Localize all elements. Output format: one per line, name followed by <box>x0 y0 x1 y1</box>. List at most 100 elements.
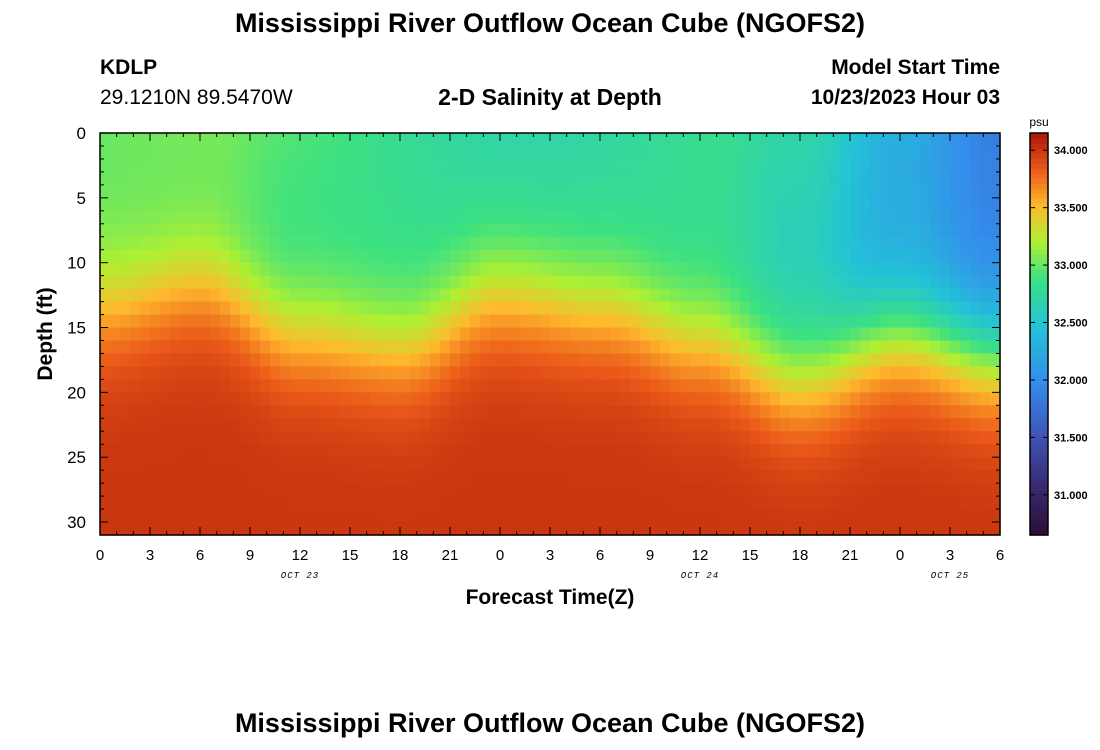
heat-cell <box>660 145 671 160</box>
colorbar-band <box>1030 374 1048 380</box>
heat-cell <box>150 353 161 368</box>
heat-cell <box>190 197 201 212</box>
heat-cell <box>970 470 981 484</box>
heat-cell <box>210 431 221 445</box>
heat-cell <box>270 496 281 510</box>
heat-cell <box>630 457 641 471</box>
heat-cell <box>670 483 681 497</box>
heat-cell <box>160 275 171 290</box>
heat-cell <box>180 522 191 536</box>
heat-cell <box>730 184 741 199</box>
heat-cell <box>860 353 871 368</box>
heat-cell <box>170 418 181 432</box>
heat-cell <box>470 431 481 445</box>
heat-cell <box>970 509 981 523</box>
heat-cell <box>990 457 1001 471</box>
heat-cell <box>690 522 701 536</box>
heat-cell <box>470 470 481 484</box>
heat-cell <box>880 340 891 355</box>
heat-cell <box>860 327 871 342</box>
heat-cell <box>800 236 811 251</box>
heat-cell <box>890 353 901 368</box>
heat-cell <box>190 158 201 173</box>
heat-cell <box>270 262 281 277</box>
heat-cell <box>270 275 281 290</box>
heat-cell <box>910 470 921 484</box>
heat-cell <box>170 457 181 471</box>
heat-cell <box>750 275 761 290</box>
heat-cell <box>540 379 551 393</box>
heat-cell <box>290 431 301 445</box>
heat-cell <box>900 184 911 199</box>
heat-cell <box>820 275 831 290</box>
heat-cell <box>390 340 401 355</box>
heat-cell <box>740 509 751 523</box>
heat-cell <box>680 133 691 147</box>
heat-cell <box>780 340 791 355</box>
heat-cell <box>360 197 371 212</box>
heat-cell <box>760 522 771 536</box>
heat-cell <box>630 197 641 212</box>
heat-cell <box>710 158 721 173</box>
heat-cell <box>580 314 591 329</box>
heat-cell <box>950 249 961 264</box>
heat-cell <box>270 522 281 536</box>
heat-cell <box>210 405 221 419</box>
heat-cell <box>290 405 301 419</box>
colorbar-band <box>1030 278 1048 285</box>
heat-cell <box>730 457 741 471</box>
heat-cell <box>900 483 911 497</box>
heat-cell <box>710 145 721 160</box>
heat-cell <box>930 366 941 380</box>
heat-cell <box>430 522 441 536</box>
heat-cell <box>650 444 661 458</box>
heat-cell <box>920 340 931 355</box>
heat-cell <box>980 496 991 510</box>
heat-cell <box>760 353 771 368</box>
heat-cell <box>730 249 741 264</box>
heat-cell <box>890 314 901 329</box>
heat-cell <box>400 470 411 484</box>
heat-cell <box>770 158 781 173</box>
heat-cell <box>730 509 741 523</box>
colorbar-band <box>1030 168 1048 174</box>
x-tick-label: 12 <box>692 547 709 564</box>
heat-cell <box>160 223 171 238</box>
heat-cell <box>340 327 351 342</box>
heat-cell <box>310 275 321 290</box>
heat-cell <box>370 379 381 393</box>
heat-cell <box>560 275 571 290</box>
heat-cell <box>740 314 751 329</box>
heat-cell <box>510 171 521 186</box>
heat-cell <box>390 197 401 212</box>
heat-cell <box>370 262 381 277</box>
heat-cell <box>470 405 481 419</box>
heat-cell <box>410 522 421 536</box>
heat-cell <box>620 184 631 199</box>
heat-cell <box>680 405 691 419</box>
heat-cell <box>300 158 311 173</box>
heat-cell <box>890 301 901 316</box>
heat-cell <box>260 184 271 199</box>
heat-cell <box>260 431 271 445</box>
heat-cell <box>230 133 241 147</box>
heat-cell <box>560 145 571 160</box>
heat-cell <box>200 470 211 484</box>
heat-cell <box>970 366 981 380</box>
heat-cell <box>490 483 501 497</box>
heat-cell <box>820 171 831 186</box>
heat-cell <box>670 431 681 445</box>
heat-cell <box>200 392 211 406</box>
heat-cell <box>780 418 791 432</box>
heat-cell <box>570 366 581 380</box>
heat-cell <box>740 470 751 484</box>
heat-cell <box>910 236 921 251</box>
heat-cell <box>170 262 181 277</box>
heat-cell <box>780 184 791 199</box>
heat-cell <box>880 197 891 212</box>
heat-cell <box>450 301 461 316</box>
heat-cell <box>200 249 211 264</box>
heat-cell <box>200 483 211 497</box>
heat-cell <box>230 288 241 303</box>
heat-cell <box>470 133 481 147</box>
